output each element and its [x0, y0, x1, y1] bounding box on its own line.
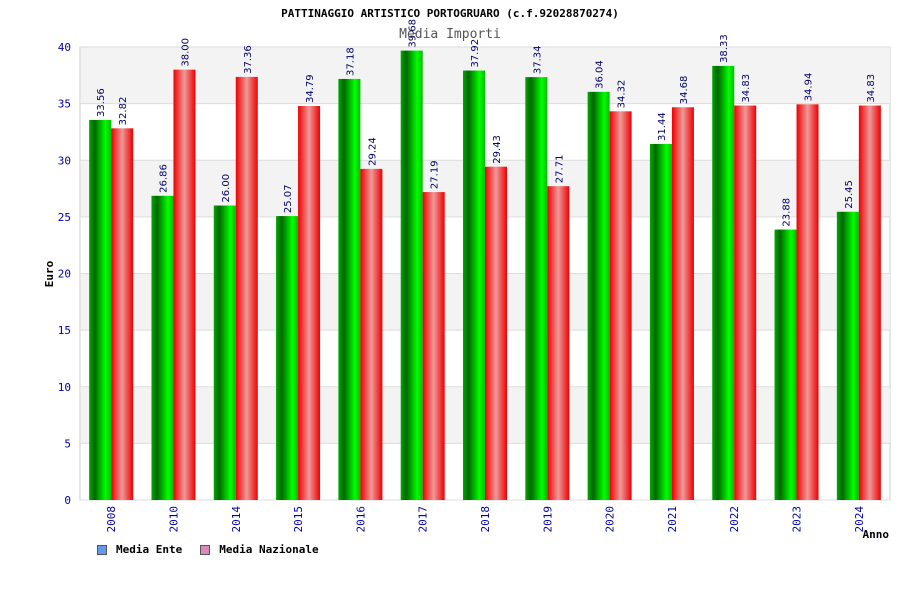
value-label: 34.79 [305, 74, 316, 103]
y-tick-label: 5 [64, 437, 71, 450]
value-label: 36.04 [595, 60, 606, 89]
bar-media-ente-2015 [276, 216, 299, 500]
value-label: 31.44 [657, 112, 668, 141]
y-tick-label: 30 [58, 154, 71, 167]
bar-media-nazionale-2023 [796, 104, 819, 500]
bar-media-ente-2014 [213, 205, 236, 501]
value-label: 34.83 [741, 74, 752, 103]
bar-media-nazionale-2018 [485, 166, 507, 500]
y-tick-label: 25 [58, 211, 71, 224]
bar-media-nazionale-2015 [298, 106, 321, 501]
value-label: 26.86 [158, 164, 169, 193]
y-axis-ticks: 0 5 10 15 20 25 30 35 40 [58, 41, 71, 507]
legend-item-media-ente: Media Ente [97, 543, 182, 556]
x-tick-label: 2024 [853, 506, 866, 533]
y-tick-label: 10 [58, 381, 71, 394]
chart-title: PATTINAGGIO ARTISTICO PORTOGRUARO (c.f.9… [281, 7, 619, 20]
legend-swatch-media-nazionale [200, 544, 211, 555]
bar-media-nazionale-2017 [422, 192, 445, 501]
y-tick-label: 20 [58, 268, 71, 281]
value-label: 26.00 [221, 174, 232, 203]
bar-media-nazionale-2016 [360, 168, 383, 500]
value-label: 23.88 [782, 198, 793, 227]
bar-media-ente-2018 [463, 70, 485, 500]
value-label: 34.94 [804, 73, 815, 102]
bar-media-nazionale-2008 [111, 128, 134, 500]
value-label: 27.19 [430, 160, 441, 189]
legend: Media Ente Media Nazionale [97, 543, 319, 556]
value-label: 29.43 [492, 135, 503, 164]
bar-media-nazionale-2022 [734, 105, 757, 501]
bar-media-ente-2022 [712, 65, 735, 500]
value-label: 37.36 [243, 45, 254, 74]
value-label: 27.71 [554, 155, 565, 184]
y-axis-label: Euro [43, 260, 56, 287]
value-label: 33.56 [96, 88, 107, 117]
x-tick-label: 2016 [354, 506, 367, 533]
y-tick-label: 40 [58, 41, 71, 54]
value-label: 34.68 [679, 76, 690, 105]
bar-media-ente-2019 [525, 77, 548, 500]
bar-media-nazionale-2019 [547, 186, 570, 500]
x-tick-label: 2010 [167, 506, 180, 533]
value-label: 38.33 [719, 34, 730, 63]
bar-media-nazionale-2021 [671, 107, 694, 501]
bar-media-nazionale-2014 [235, 76, 258, 500]
bar-media-nazionale-2020 [609, 111, 632, 501]
x-tick-label: 2017 [417, 506, 430, 533]
bar-media-ente-2008 [89, 119, 112, 501]
y-tick-label: 35 [58, 98, 71, 111]
y-tick-label: 0 [64, 494, 71, 507]
legend-item-media-nazionale: Media Nazionale [200, 543, 319, 556]
value-label: 29.24 [367, 137, 378, 166]
value-label: 25.45 [844, 180, 855, 209]
legend-label-media-ente: Media Ente [116, 543, 183, 556]
bar-media-ente-2016 [338, 78, 361, 501]
x-tick-label: 2021 [666, 506, 679, 533]
x-axis-label: Anno [863, 528, 890, 541]
bar-media-nazionale-2010 [173, 69, 196, 501]
value-label: 32.82 [118, 97, 129, 126]
bar-media-ente-2021 [649, 143, 672, 500]
value-label: 34.83 [866, 74, 877, 103]
legend-swatch-media-ente [97, 544, 107, 555]
x-tick-label: 2018 [479, 506, 492, 533]
bar-media-nazionale-2024 [858, 105, 881, 501]
value-labels: 33.56 32.82 26.86 38.00 26.00 37.36 25.07 34.79… [96, 19, 877, 227]
x-tick-label: 2015 [292, 506, 305, 533]
y-tick-label: 15 [58, 324, 71, 337]
grid-band [81, 47, 890, 104]
value-label: 37.92 [470, 39, 481, 68]
value-label: 39.68 [408, 19, 419, 48]
bar-media-ente-2010 [151, 195, 174, 501]
bar-media-ente-2023 [774, 229, 797, 500]
x-tick-label: 2008 [105, 506, 118, 533]
bars [89, 50, 881, 501]
value-label: 37.18 [345, 47, 356, 76]
x-tick-label: 2020 [604, 506, 617, 533]
x-tick-label: 2014 [230, 506, 243, 533]
x-tick-label: 2023 [791, 506, 804, 533]
value-label: 37.34 [532, 45, 543, 74]
value-label: 34.32 [617, 80, 628, 109]
bar-media-ente-2020 [587, 91, 610, 501]
x-tick-label: 2019 [541, 506, 554, 533]
bar-media-ente-2024 [836, 211, 859, 500]
x-axis-ticks: 2008 2010 2014 2015 2016 2017 2018 2019 2020 2021… [105, 506, 866, 533]
value-label: 25.07 [283, 184, 294, 213]
value-label: 38.00 [180, 38, 191, 67]
x-tick-label: 2022 [728, 506, 741, 533]
bar-media-ente-2017 [400, 50, 423, 501]
legend-label-media-nazionale: Media Nazionale [219, 543, 319, 556]
chart-subtitle: Media Importi [399, 27, 501, 42]
